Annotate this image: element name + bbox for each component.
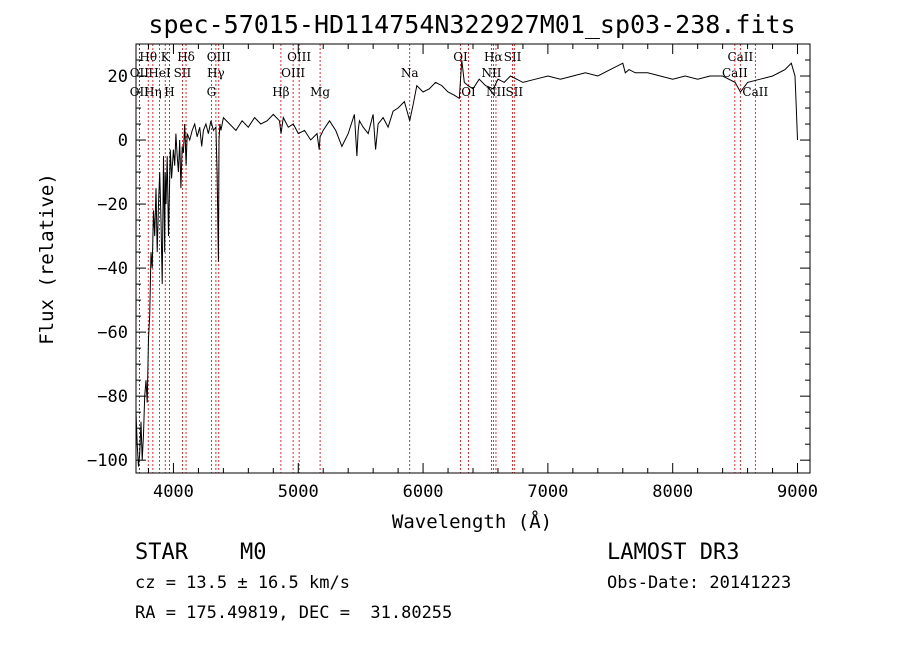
line-label: CaII	[742, 85, 768, 99]
object-class: STAR	[135, 540, 188, 565]
x-axis-label: Wavelength (Å)	[392, 510, 552, 533]
line-label: NII	[486, 85, 506, 99]
line-label: OIII	[287, 50, 311, 64]
line-label: Hγ	[207, 66, 225, 80]
obs-date: Obs-Date: 20141223	[607, 573, 792, 593]
x-tick-label: 9000	[777, 482, 818, 502]
x-tick-label: 5000	[278, 482, 319, 502]
plot-frame	[135, 43, 811, 474]
line-markers	[138, 44, 756, 473]
object-subclass: M0	[240, 540, 267, 565]
chart-title: spec-57015-HD114754N322927M01_sp03-238.f…	[148, 10, 795, 39]
line-label: OII	[130, 66, 150, 80]
line-label: G	[207, 85, 217, 99]
line-label: HeI	[148, 66, 171, 80]
line-label: Mg	[310, 85, 330, 99]
line-label: SII	[504, 50, 522, 64]
line-label: CaII	[722, 66, 748, 80]
line-label: Hβ	[272, 85, 289, 99]
line-label: Hδ	[177, 50, 195, 64]
x-tick-label: 6000	[403, 482, 444, 502]
x-tick-label: 8000	[652, 482, 693, 502]
y-tick-label: −60	[97, 323, 128, 343]
line-label: H	[164, 85, 174, 99]
line-label: OIII	[207, 50, 231, 64]
line-label: NII	[481, 66, 501, 80]
line-label: SII	[174, 66, 192, 80]
x-tick-label: 4000	[153, 482, 194, 502]
cz-value: cz = 13.5 ± 16.5 km/s	[135, 573, 350, 593]
y-tick-label: −100	[87, 451, 128, 471]
y-tick-label: −40	[97, 259, 128, 279]
line-label: OI	[453, 50, 468, 64]
line-label: K	[161, 50, 171, 64]
line-label: SII	[505, 85, 523, 99]
y-tick-label: −80	[97, 387, 128, 407]
line-label: OIII	[281, 66, 305, 80]
line-label: Na	[401, 66, 419, 80]
ra-dec: RA = 175.49819, DEC = 31.80255	[135, 603, 453, 623]
line-label: Hθ	[139, 50, 157, 64]
line-label: Hα	[484, 50, 503, 64]
axis-ticks: 4000 5000 6000 7000 8000 9000 −100 −80 −60 −40 −20…	[87, 43, 818, 502]
y-tick-label: 0	[118, 131, 128, 151]
line-label: Hη	[144, 85, 162, 99]
x-tick-label: 7000	[527, 482, 568, 502]
spectrum-line	[135, 59, 798, 467]
survey-name: LAMOST DR3	[607, 540, 740, 565]
y-tick-label: −20	[97, 195, 128, 215]
y-tick-label: 20	[108, 67, 128, 87]
line-label: CaII	[727, 50, 753, 64]
y-axis-label: Flux (relative)	[36, 173, 58, 345]
